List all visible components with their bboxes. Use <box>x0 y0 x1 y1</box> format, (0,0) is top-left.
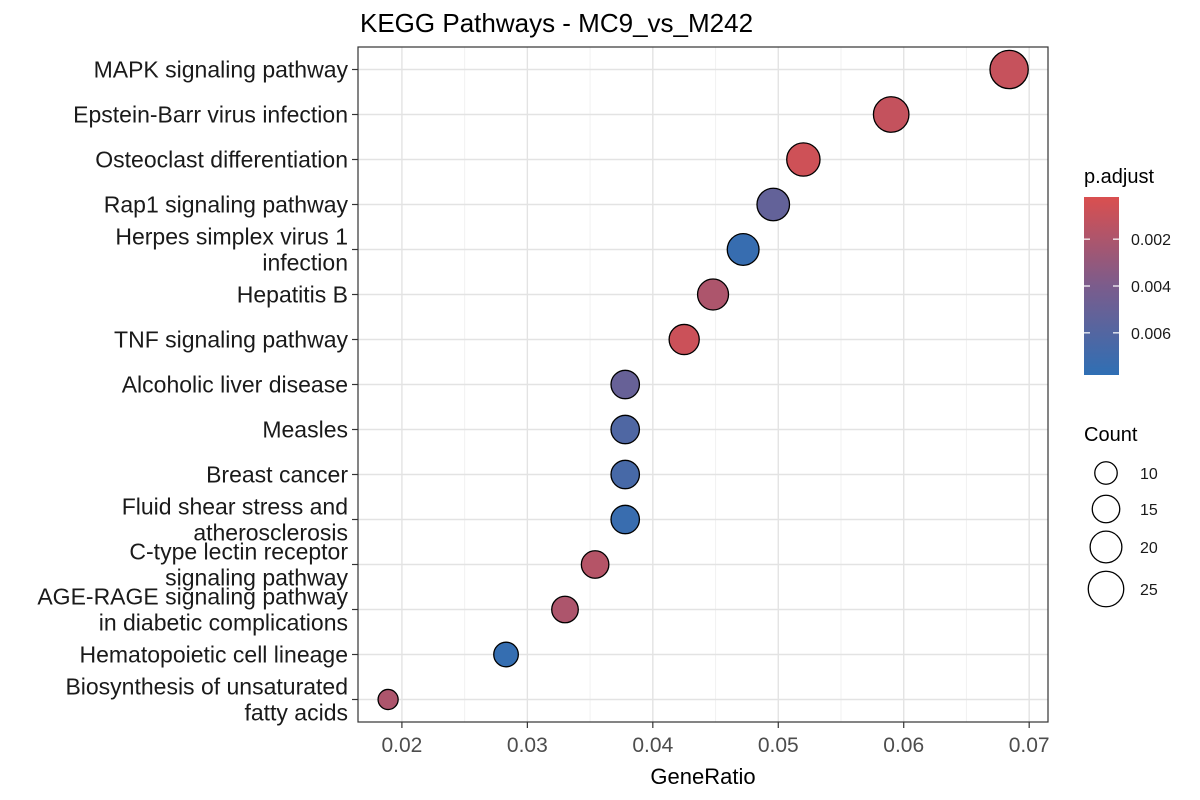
category-label: Osteoclast differentiation <box>95 147 348 173</box>
category-label: Epstein-Barr virus infection <box>73 102 348 128</box>
size-legend-label: 10 <box>1140 466 1158 483</box>
category-label: Biosynthesis of unsaturated <box>65 674 348 700</box>
data-point <box>989 49 1029 90</box>
size-legend-label: 20 <box>1140 540 1158 557</box>
category-label: atherosclerosis <box>193 520 348 546</box>
data-point <box>610 369 641 400</box>
chart-title: KEGG Pathways - MC9_vs_M242 <box>360 8 753 38</box>
size-legend-title: Count <box>1084 424 1138 446</box>
category-label: infection <box>262 250 348 276</box>
x-tick-label: 0.06 <box>883 734 924 757</box>
color-scale-label: 0.006 <box>1131 326 1171 343</box>
category-label: AGE-RAGE signaling pathway <box>37 584 348 610</box>
category-label: fatty acids <box>244 700 348 726</box>
data-point <box>786 142 821 177</box>
x-axis-ticks: 0.02 0.03 0.04 0.05 0.06 0.07 <box>381 722 1050 757</box>
plot-grid <box>358 47 1048 722</box>
category-label: Rap1 signaling pathway <box>104 192 349 218</box>
data-point <box>872 96 910 133</box>
category-label: MAPK signaling pathway <box>94 57 349 83</box>
color-scale-label: 0.002 <box>1131 232 1171 249</box>
size-legend-circle <box>1089 530 1123 564</box>
data-point <box>580 550 610 579</box>
color-legend: p.adjust 0.002 0.004 0.006 <box>1084 166 1171 375</box>
size-legend-circle <box>1094 461 1118 485</box>
category-label: Breast cancer <box>206 462 348 488</box>
data-point <box>668 323 700 356</box>
data-point <box>726 232 760 267</box>
size-legend: Count 10 15 20 25 <box>1084 424 1158 608</box>
data-point <box>610 459 641 490</box>
color-scale-label: 0.004 <box>1131 279 1171 296</box>
size-legend-label: 25 <box>1140 582 1158 599</box>
x-tick-label: 0.04 <box>632 734 673 757</box>
y-axis-labels: MAPK signaling pathway Epstein-Barr virus… <box>37 57 358 726</box>
data-point <box>610 414 641 445</box>
size-legend-label: 15 <box>1140 502 1158 519</box>
category-label: TNF signaling pathway <box>114 327 348 353</box>
category-label: signaling pathway <box>165 565 348 591</box>
category-label: Hepatitis B <box>237 282 348 308</box>
category-label: Fluid shear stress and <box>122 494 348 520</box>
size-legend-circle <box>1087 570 1125 608</box>
x-tick-label: 0.03 <box>507 734 548 757</box>
data-point <box>756 187 791 222</box>
data-point <box>377 688 399 711</box>
x-axis-title: GeneRatio <box>650 764 755 789</box>
category-label: Herpes simplex virus 1 <box>115 224 348 250</box>
data-points <box>377 49 1029 711</box>
category-label: C-type lectin receptor <box>129 539 348 565</box>
data-point <box>551 595 579 624</box>
category-label: Alcoholic liver disease <box>122 372 348 398</box>
data-point <box>610 504 641 535</box>
color-legend-title: p.adjust <box>1084 166 1154 188</box>
size-legend-circle <box>1091 494 1121 524</box>
data-point <box>493 641 519 668</box>
x-tick-label: 0.02 <box>381 734 422 757</box>
x-tick-label: 0.07 <box>1009 734 1050 757</box>
category-label: Measles <box>262 417 348 443</box>
category-label: in diabetic complications <box>99 610 348 636</box>
category-label: Hematopoietic cell lineage <box>80 642 349 668</box>
data-point <box>696 278 730 311</box>
x-tick-label: 0.05 <box>758 734 799 757</box>
